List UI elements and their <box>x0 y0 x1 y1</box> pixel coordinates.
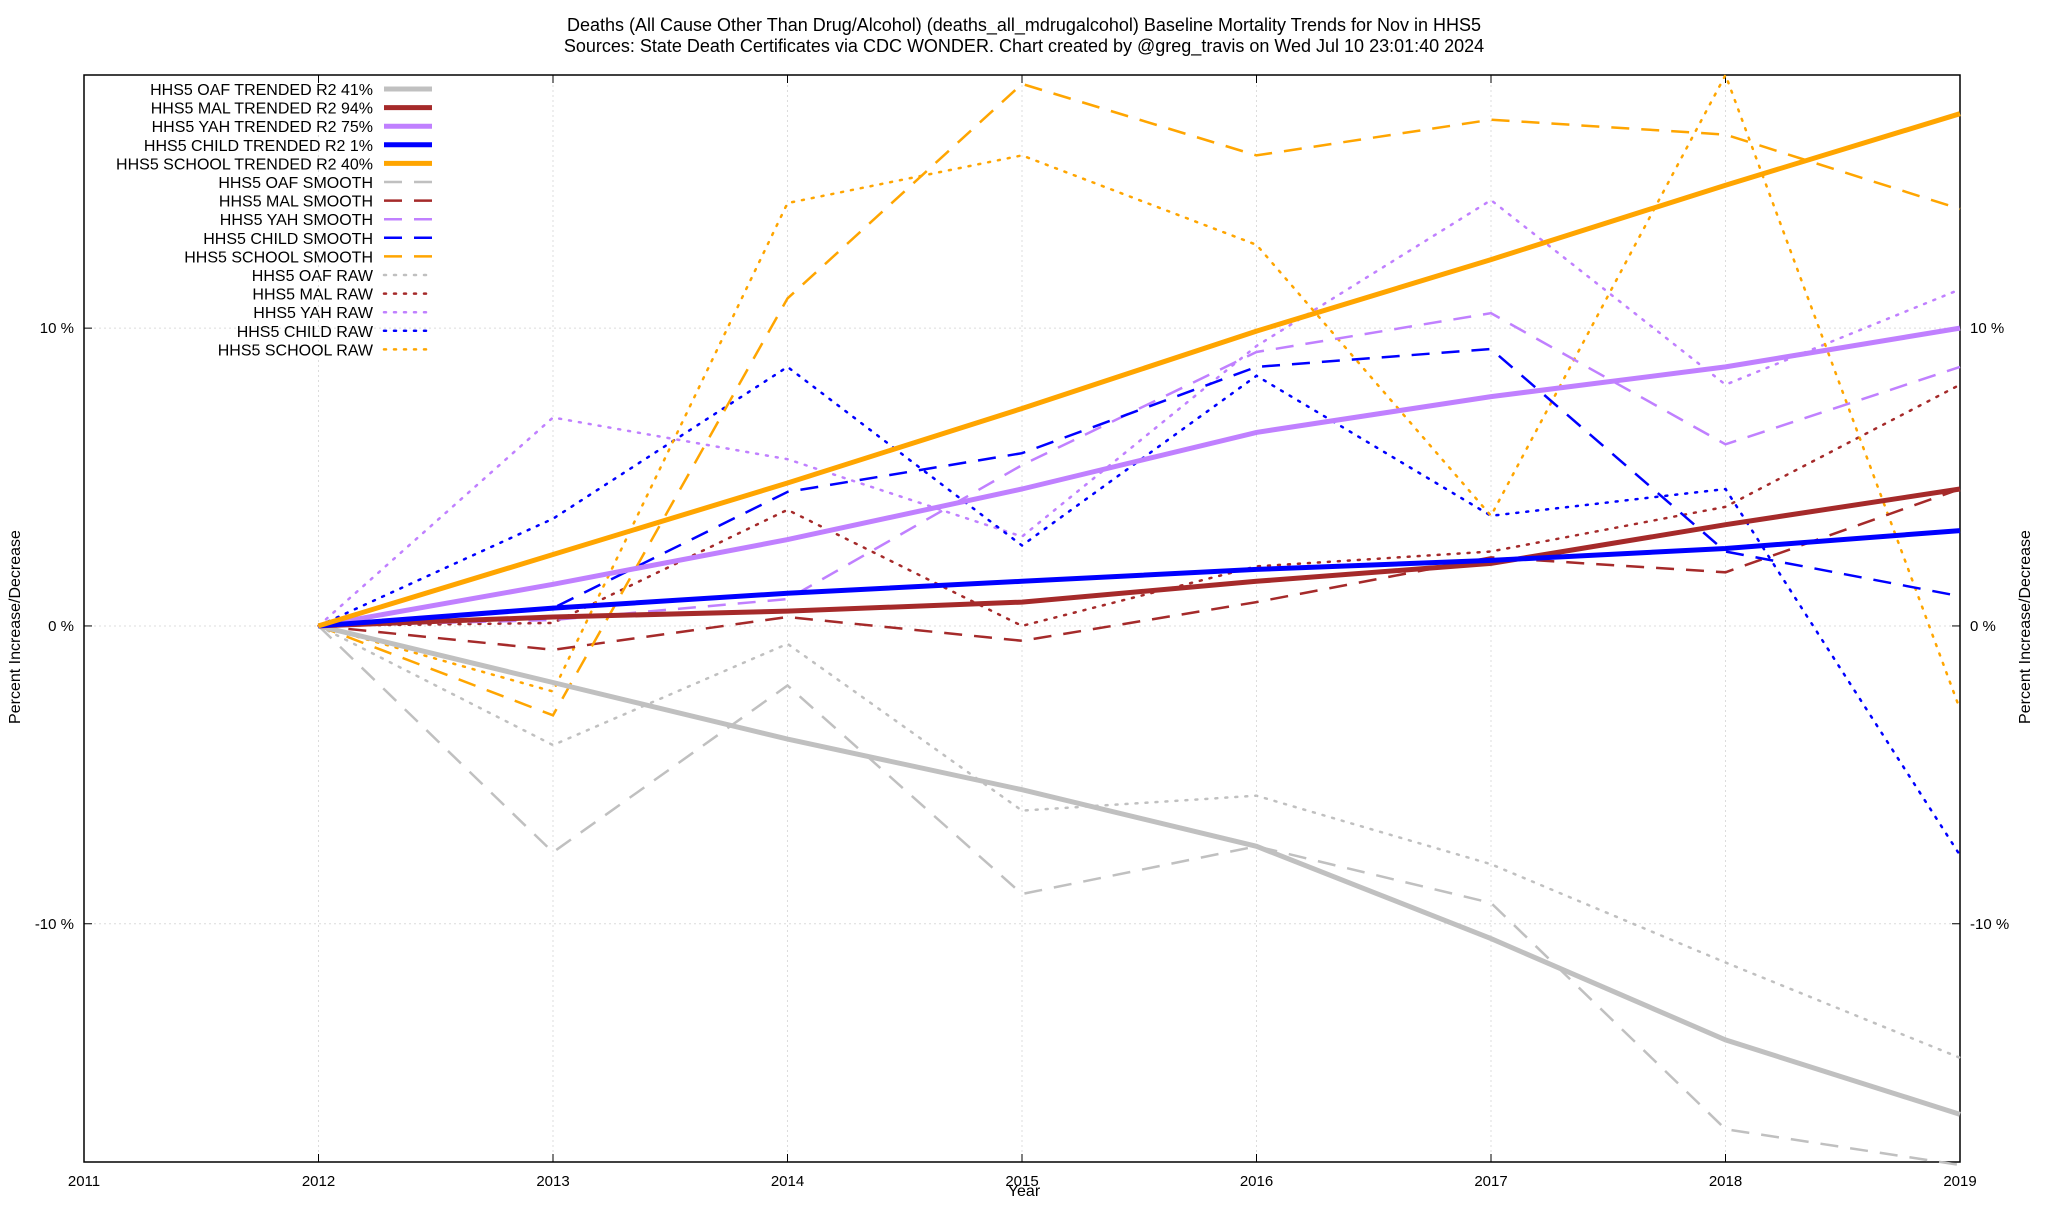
legend: HHS5 OAF TRENDED R2 41% HHS5 MAL TRENDED … <box>116 82 434 359</box>
x-tick-label: 2013 <box>536 1173 569 1190</box>
y-axis-label-left: Percent Increase/Decrease <box>7 530 24 724</box>
y-tick-label-left: 10 % <box>40 320 74 337</box>
series-line-hhs5-child-raw <box>317 365 1962 857</box>
y-tick-label-right: 0 % <box>1970 618 1996 635</box>
legend-label-hhs5-yah-trended-r2-75: HHS5 YAH TRENDED R2 75% <box>152 119 373 136</box>
x-tick-label: 2014 <box>771 1173 804 1190</box>
series-lines <box>317 71 1962 1167</box>
series-line-hhs5-oaf-trended-r2-41 <box>317 623 1961 1117</box>
series-line-hhs5-child-trended-r2-1 <box>318 528 1961 629</box>
x-tick-label: 2016 <box>1240 1173 1273 1190</box>
x-tick-label: 2017 <box>1474 1173 1507 1190</box>
series-line-hhs5-school-trended-r2-40 <box>317 111 1961 629</box>
legend-label-hhs5-school-trended-r2-40: HHS5 SCHOOL TRENDED R2 40% <box>116 156 373 173</box>
series-line-hhs5-oaf-raw <box>317 624 1962 1060</box>
x-tick-label: 2012 <box>302 1173 335 1190</box>
legend-label-hhs5-oaf-trended-r2-41: HHS5 OAF TRENDED R2 41% <box>150 82 373 99</box>
legend-label-hhs5-mal-smooth: HHS5 MAL SMOOTH <box>219 194 373 211</box>
axis-ticks: 2011 2012 2013 2014 2015 2016 2017 2018 2019 10 %… <box>35 75 2009 1190</box>
series-line-hhs5-yah-trended-r2-75 <box>318 325 1961 629</box>
series-line-hhs5-mal-raw <box>317 383 1962 628</box>
x-tick-label: 2019 <box>1943 1173 1976 1190</box>
legend-label-hhs5-child-trended-r2-1: HHS5 CHILD TRENDED R2 1% <box>144 138 373 155</box>
y-axis-label-right: Percent Increase/Decrease <box>2017 530 2034 724</box>
legend-label-hhs5-child-smooth: HHS5 CHILD SMOOTH <box>203 231 373 248</box>
legend-label-hhs5-mal-raw: HHS5 MAL RAW <box>252 287 374 304</box>
y-tick-label-left: -10 % <box>35 916 74 933</box>
series-line-hhs5-yah-raw <box>317 198 1962 628</box>
chart-subtitle: Sources: State Death Certificates via CD… <box>564 36 1484 57</box>
chart-title: Deaths (All Cause Other Than Drug/Alcoho… <box>567 15 1481 36</box>
series-line-hhs5-mal-trended-r2-94 <box>318 486 1961 629</box>
legend-label-hhs5-school-raw: HHS5 SCHOOL RAW <box>218 342 374 359</box>
series-line-hhs5-school-raw <box>317 71 1962 711</box>
series-line-hhs5-yah-smooth <box>318 311 1961 628</box>
x-tick-label: 2011 <box>68 1173 100 1190</box>
legend-label-hhs5-mal-trended-r2-94: HHS5 MAL TRENDED R2 94% <box>151 101 373 118</box>
y-tick-label-left: 0 % <box>48 618 74 635</box>
series-line-hhs5-child-smooth <box>318 347 1961 628</box>
legend-label-hhs5-child-raw: HHS5 CHILD RAW <box>237 324 374 341</box>
series-line-hhs5-oaf-smooth <box>317 625 1961 1167</box>
series-line-hhs5-school-smooth <box>318 82 1961 717</box>
legend-label-hhs5-school-smooth: HHS5 SCHOOL SMOOTH <box>184 249 373 266</box>
x-axis-label: Year <box>1008 1183 1041 1200</box>
legend-label-hhs5-yah-raw: HHS5 YAH RAW <box>253 305 374 322</box>
y-tick-label-right: -10 % <box>1970 916 2009 933</box>
x-tick-label: 2015 <box>1005 1173 1038 1190</box>
legend-label-hhs5-oaf-smooth: HHS5 OAF SMOOTH <box>218 175 373 192</box>
x-tick-label: 2018 <box>1709 1173 1742 1190</box>
legend-label-hhs5-oaf-raw: HHS5 OAF RAW <box>252 268 374 285</box>
legend-label-hhs5-yah-smooth: HHS5 YAH SMOOTH <box>220 212 373 229</box>
y-tick-label-right: 10 % <box>1970 320 2004 337</box>
